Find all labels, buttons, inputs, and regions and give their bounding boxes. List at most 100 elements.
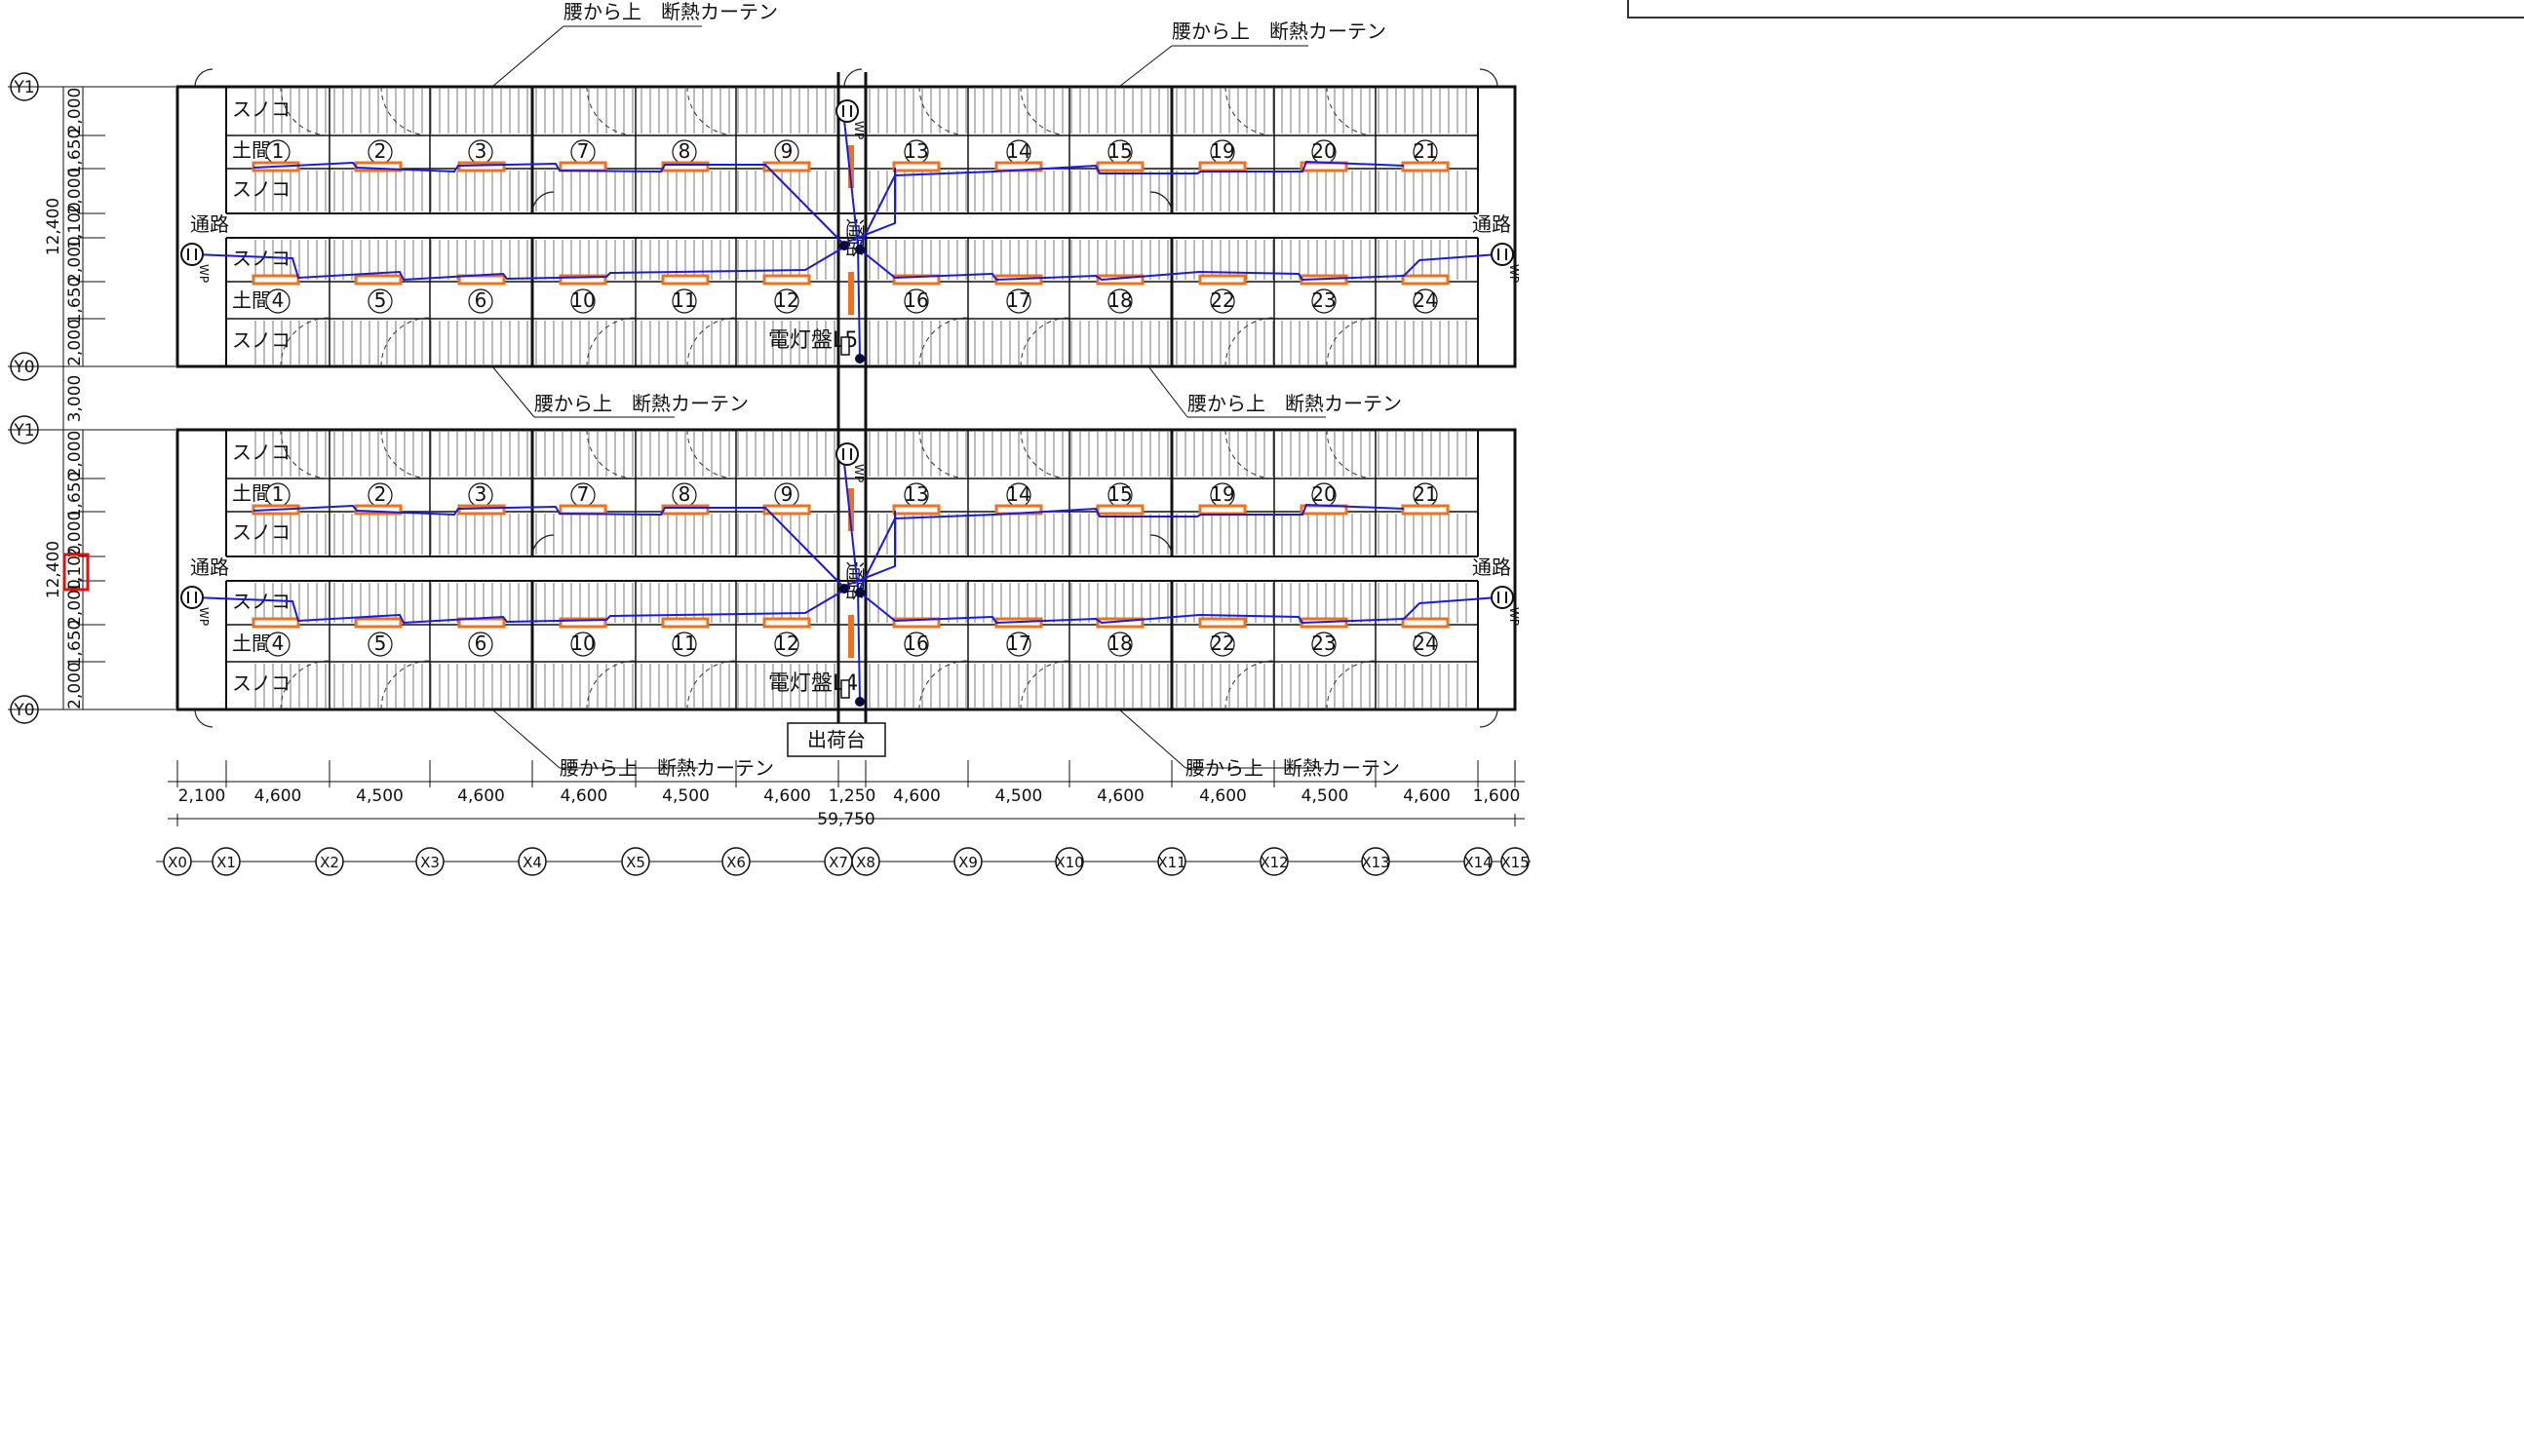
- pen-number: 18: [1107, 288, 1132, 312]
- title-frame-corner: [1627, 0, 2524, 19]
- wiring-line: [844, 168, 896, 244]
- pen-number: 15: [1107, 482, 1132, 506]
- grid-bubble: [163, 847, 192, 876]
- fixture-bar: [1198, 617, 1247, 629]
- door-arc: [1479, 709, 1498, 728]
- grid-label: X2: [320, 854, 339, 871]
- pen-number-circle: [1413, 632, 1438, 657]
- junction-dot: [839, 241, 849, 250]
- door-swing: [1020, 660, 1070, 710]
- slat-label: スノコ: [232, 441, 291, 464]
- door-arc: [531, 534, 555, 557]
- wp-outlet-icon: [180, 243, 204, 266]
- pen-number: 19: [1210, 139, 1234, 163]
- door-arc: [1149, 534, 1173, 557]
- horizontal-dimension: 4,600: [457, 786, 505, 806]
- pen-number: 9: [781, 139, 794, 163]
- door-swing: [586, 317, 637, 367]
- pen-number: 7: [577, 482, 590, 506]
- pen-number-circle: [570, 288, 596, 314]
- fixture-bar: [457, 161, 506, 172]
- wiring-line: [859, 249, 1498, 282]
- slat-label: スノコ: [232, 671, 291, 695]
- wp-outlet-icon: [835, 442, 859, 466]
- grid-bubble: [518, 847, 547, 876]
- fixture-vertical: [848, 615, 854, 658]
- door-swing: [1224, 86, 1275, 136]
- pen-number: 12: [774, 288, 798, 312]
- pen-number: 20: [1311, 482, 1336, 506]
- pen-number: 13: [904, 139, 928, 163]
- earth-floor-label: 土間: [232, 632, 271, 655]
- door-swing: [280, 86, 330, 136]
- grid-bubble: [851, 847, 880, 876]
- pen-number: 21: [1413, 139, 1437, 163]
- horizontal-dimension: 4,500: [662, 786, 710, 806]
- grid-label: X9: [958, 854, 978, 871]
- leader-line: [1118, 45, 1173, 88]
- curtain-note: 腰から上 断熱カーテン: [563, 0, 778, 23]
- earth-floor-label: 土間: [232, 481, 271, 505]
- grid-bubble: [621, 847, 650, 876]
- door-swing: [1326, 317, 1377, 367]
- aisle-label: 通路: [1472, 556, 1511, 579]
- building-outlines: [175, 68, 1517, 728]
- pen-number: 19: [1210, 482, 1234, 506]
- vertical-dimension: 1,650: [65, 620, 85, 668]
- vertical-dimension-total: 12,400: [44, 541, 63, 598]
- fixture-bar: [1198, 504, 1247, 516]
- grid-label: X0: [168, 854, 187, 871]
- pen-number-circle: [265, 288, 291, 314]
- pen-number: 2: [374, 139, 387, 163]
- pen-number: 18: [1107, 632, 1132, 655]
- pen-number: 6: [475, 288, 487, 312]
- door-swing: [1224, 429, 1275, 479]
- door-swing: [1020, 317, 1070, 367]
- shipping-platform-label: 出荷台: [807, 728, 866, 751]
- horizontal-dimension: 1,600: [1473, 786, 1521, 806]
- vertical-dimension: 2,000: [65, 662, 85, 709]
- pen-number-circle: [672, 288, 697, 314]
- wp-label: WP: [1507, 607, 1521, 626]
- junction-dot: [839, 584, 849, 594]
- vertical-dimension-total: 12,400: [44, 198, 63, 255]
- vertical-dimension: 2,000: [65, 511, 85, 558]
- pen-number: 14: [1006, 482, 1030, 506]
- curtain-note: 腰から上 断熱カーテン: [534, 392, 749, 415]
- fixture-bar: [354, 617, 403, 629]
- grid-label: Y0: [13, 358, 34, 377]
- pen-number: 11: [672, 632, 696, 655]
- fixture-vertical: [848, 272, 854, 315]
- fixture-bar: [892, 504, 941, 516]
- grid-label: Y1: [13, 421, 34, 441]
- grid-label: X3: [420, 854, 440, 871]
- leader-line: [491, 709, 561, 769]
- wp-label: WP: [852, 464, 866, 482]
- junction-dot: [855, 354, 865, 364]
- door-swing: [1326, 86, 1377, 136]
- fixture-vertical: [848, 145, 854, 188]
- pen-number: 1: [272, 482, 285, 506]
- horizontal-dimension: 2,100: [178, 786, 226, 806]
- grid-bubble: [953, 847, 983, 876]
- highlight-marker: [62, 553, 90, 592]
- slat-label: スノコ: [232, 97, 291, 121]
- horizontal-dimension: 4,600: [763, 786, 811, 806]
- door-swing: [586, 660, 637, 710]
- door-swing: [280, 660, 330, 710]
- grid-label: Y1: [13, 78, 34, 97]
- grid-label: X13: [1361, 854, 1389, 871]
- grid-label: X14: [1463, 854, 1492, 871]
- grid-label: X10: [1055, 854, 1083, 871]
- vertical-dimension: 1,100: [65, 202, 85, 249]
- horizontal-dimension: 4,600: [1403, 786, 1451, 806]
- wp-outlet-icon: [180, 586, 204, 609]
- leader-line: [1147, 365, 1188, 418]
- door-swing: [380, 429, 431, 479]
- horizontal-dimension: 4,500: [995, 786, 1043, 806]
- door-swing: [686, 86, 737, 136]
- wp-outlet-icon: [1491, 243, 1514, 266]
- wp-label: WP: [197, 264, 211, 283]
- junction-dot: [855, 245, 865, 254]
